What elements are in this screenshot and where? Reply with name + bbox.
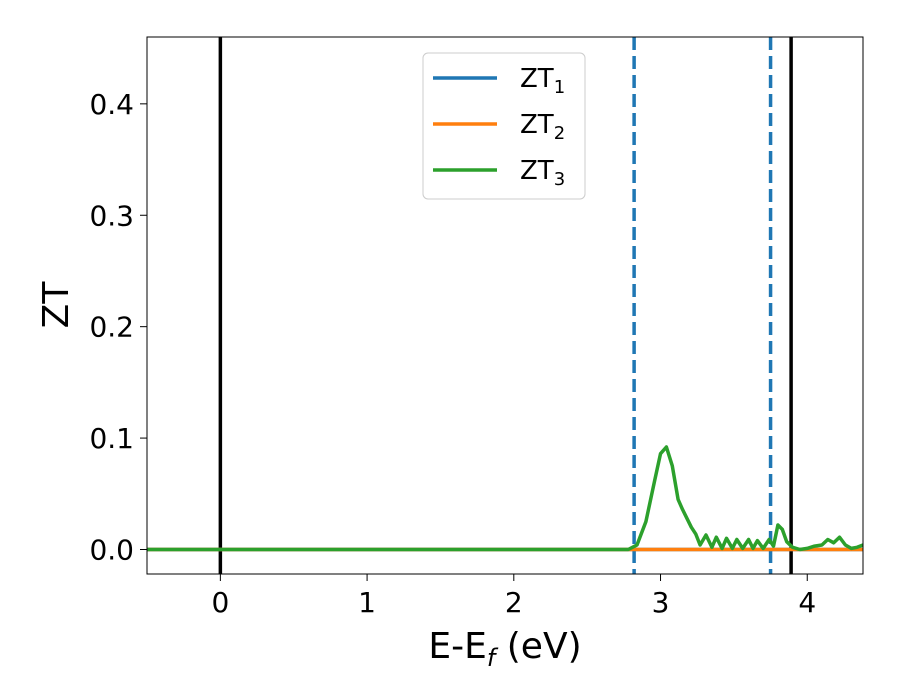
- plot-area: [146, 36, 864, 575]
- y-tick-label: 0.1: [89, 422, 134, 455]
- y-axis-title: ZT: [36, 281, 77, 329]
- legend-box: [422, 52, 586, 200]
- legend: ZT1 ZT2 ZT3: [422, 52, 586, 200]
- x-tick-label: 4: [798, 586, 816, 619]
- series-line-3: [147, 445, 863, 552]
- y-tick-label: 0.2: [89, 311, 134, 344]
- x-axis-title: E-Ef (eV): [428, 626, 581, 672]
- y-tick-label: 0.3: [89, 199, 134, 232]
- x-tick-label: 2: [505, 586, 523, 619]
- plot-frame: [146, 36, 864, 575]
- y-tick-label: 0.0: [89, 533, 134, 566]
- x-tick-label: 1: [358, 586, 376, 619]
- legend-label-2: ZT2: [520, 110, 565, 144]
- x-tick-label: 3: [652, 586, 670, 619]
- y-axis: 0.0 0.1 0.2 0.3 0.4: [89, 88, 147, 566]
- legend-label-3: ZT3: [520, 156, 565, 190]
- x-tick-label: 0: [211, 586, 229, 619]
- reference-lines: [218, 37, 793, 574]
- series-lines: [147, 445, 863, 552]
- y-tick-label: 0.4: [89, 88, 134, 121]
- x-axis: 0 1 2 3 4: [211, 574, 816, 619]
- legend-label-1: ZT1: [520, 64, 565, 98]
